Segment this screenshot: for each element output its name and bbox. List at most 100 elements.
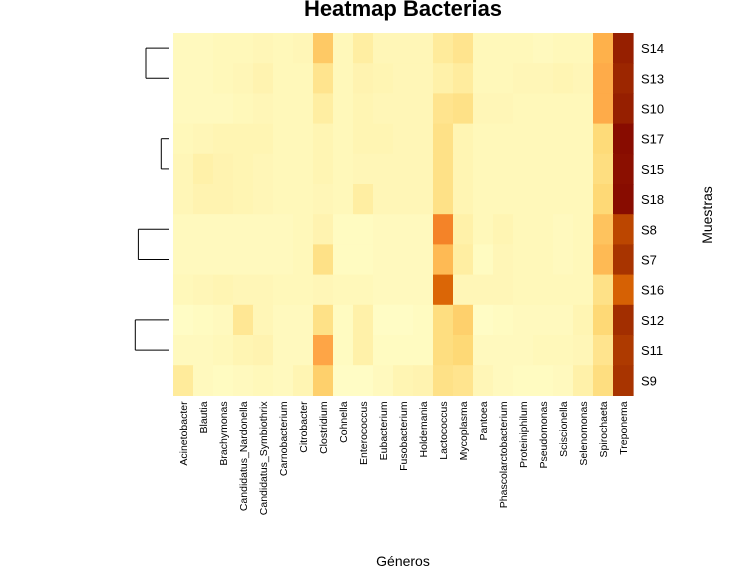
heatmap-cell-S17-Lactococcus bbox=[433, 123, 454, 155]
heatmap-cell-S11-Pseudomonas bbox=[533, 335, 554, 366]
heatmap-cell-S14-Pantoea bbox=[473, 33, 494, 64]
heatmap-cell-S8-Holdemania bbox=[413, 214, 434, 245]
heatmap-cell-S14-Cohnella bbox=[333, 33, 354, 64]
heatmap-cell-S8-Blautia bbox=[193, 214, 214, 245]
heatmap-cell-S8-Mycoplasma bbox=[453, 214, 474, 245]
heatmap-cell-S15-Mycoplasma bbox=[453, 153, 474, 185]
heatmap-cell-S16-Treponema bbox=[613, 274, 634, 306]
heatmap-cell-S17-Citrobacter bbox=[293, 123, 314, 155]
heatmap-cell-S9-Eubacterium bbox=[373, 365, 394, 396]
row-dendrogram bbox=[134, 47, 169, 351]
column-label-Candidatus_Nardonella: Candidatus_Nardonella bbox=[238, 401, 250, 511]
heatmap-cell-S7-Pantoea bbox=[473, 244, 494, 276]
heatmap-cell-S13-Enterococcus bbox=[353, 63, 374, 94]
heatmap-cell-S17-Spirochaeta bbox=[593, 123, 614, 155]
heatmap-cell-S7-Carnobacterium bbox=[273, 244, 294, 276]
heatmap-cell-S16-Clostridium bbox=[313, 274, 334, 306]
heatmap-cell-S7-Selenomonas bbox=[573, 244, 594, 276]
heatmap-cell-S18-Blautia bbox=[193, 184, 214, 215]
heatmap-cell-S7-Brachymonas bbox=[213, 244, 234, 276]
heatmap-cell-S11-Acinetobacter bbox=[173, 335, 194, 366]
heatmap-cell-S7-Holdemania bbox=[413, 244, 434, 276]
heatmap-cell-S15-Pseudomonas bbox=[533, 153, 554, 185]
heatmap-cell-S11-Fusobacterium bbox=[393, 335, 414, 366]
heatmap-cell-S9-Mycoplasma bbox=[453, 365, 474, 396]
heatmap-cell-S12-Spirochaeta bbox=[593, 304, 614, 336]
heatmap-cell-S12-Selenomonas bbox=[573, 304, 594, 336]
heatmap-cell-S17-Cohnella bbox=[333, 123, 354, 155]
heatmap-cell-S15-Proteiniphilum bbox=[513, 153, 534, 185]
column-label-Enterococcus: Enterococcus bbox=[358, 401, 370, 465]
heatmap-cell-S13-Lactococcus bbox=[433, 63, 454, 94]
heatmap-cell-S9-Lactococcus bbox=[433, 365, 454, 396]
heatmap-cell-S11-Mycoplasma bbox=[453, 335, 474, 366]
heatmap-cell-S9-Brachymonas bbox=[213, 365, 234, 396]
heatmap-cell-S8-Pseudomonas bbox=[533, 214, 554, 245]
heatmap-cell-S13-Acinetobacter bbox=[173, 63, 194, 94]
row-label-S9: S9 bbox=[641, 373, 657, 388]
heatmap-cell-S12-Cohnella bbox=[333, 304, 354, 336]
heatmap-cell-S18-Lactococcus bbox=[433, 184, 454, 215]
row-label-S7: S7 bbox=[641, 253, 657, 268]
heatmap-cell-S9-Pseudomonas bbox=[533, 365, 554, 396]
heatmap-cell-S10-Enterococcus bbox=[353, 93, 374, 125]
heatmap-cell-S16-Citrobacter bbox=[293, 274, 314, 306]
heatmap-cell-S16-Candidatus_Symbiothrix bbox=[253, 274, 274, 306]
heatmap-cell-S7-Fusobacterium bbox=[393, 244, 414, 276]
heatmap-cell-S10-Sciscionella bbox=[553, 93, 574, 125]
heatmap-cell-S9-Treponema bbox=[613, 365, 634, 396]
heatmap-cell-S18-Citrobacter bbox=[293, 184, 314, 215]
heatmap-cell-S11-Brachymonas bbox=[213, 335, 234, 366]
heatmap-cell-S18-Phascolarctobacterium bbox=[493, 184, 514, 215]
row-label-S10: S10 bbox=[641, 102, 664, 117]
heatmap-cell-S18-Sciscionella bbox=[553, 184, 574, 215]
y-axis-title: Muestras bbox=[699, 186, 715, 244]
column-label-Selenomonas: Selenomonas bbox=[578, 401, 590, 465]
heatmap-cell-S16-Proteiniphilum bbox=[513, 274, 534, 306]
column-label-Clostridium: Clostridium bbox=[318, 401, 330, 454]
heatmap-cell-S13-Eubacterium bbox=[373, 63, 394, 94]
heatmap-cell-S14-Holdemania bbox=[413, 33, 434, 64]
heatmap-cell-S10-Mycoplasma bbox=[453, 93, 474, 125]
heatmap-cell-S10-Brachymonas bbox=[213, 93, 234, 125]
row-labels: S14 S13 S10 S17 S15 S18 S8 S7 S16 S12 S11 S9 bbox=[641, 41, 664, 388]
heatmap-cell-S18-Mycoplasma bbox=[453, 184, 474, 215]
heatmap-cell-S8-Proteiniphilum bbox=[513, 214, 534, 245]
heatmap-cell-S16-Blautia bbox=[193, 274, 214, 306]
heatmap-cell-S9-Enterococcus bbox=[353, 365, 374, 396]
heatmap-cell-S10-Candidatus_Symbiothrix bbox=[253, 93, 274, 125]
heatmap-cell-S17-Selenomonas bbox=[573, 123, 594, 155]
heatmap-cell-S14-Phascolarctobacterium bbox=[493, 33, 514, 64]
column-label-Fusobacterium: Fusobacterium bbox=[398, 401, 410, 471]
heatmap-cell-S9-Acinetobacter bbox=[173, 365, 194, 396]
heatmap-cell-S8-Clostridium bbox=[313, 214, 334, 245]
heatmap-cell-S7-Citrobacter bbox=[293, 244, 314, 276]
heatmap-cell-S16-Acinetobacter bbox=[173, 274, 194, 306]
heatmap-cell-S16-Lactococcus bbox=[433, 274, 454, 306]
heatmap-cell-S8-Enterococcus bbox=[353, 214, 374, 245]
heatmap-cell-S18-Selenomonas bbox=[573, 184, 594, 215]
heatmap-cell-S9-Cohnella bbox=[333, 365, 354, 396]
heatmap-cell-S7-Treponema bbox=[613, 244, 634, 276]
heatmap-cell-S9-Carnobacterium bbox=[273, 365, 294, 396]
heatmap-cell-S18-Acinetobacter bbox=[173, 184, 194, 215]
heatmap-cell-S8-Cohnella bbox=[333, 214, 354, 245]
heatmap-cell-S14-Candidatus_Nardonella bbox=[233, 33, 254, 64]
heatmap-cell-S10-Treponema bbox=[613, 93, 634, 125]
heatmap-cell-S10-Eubacterium bbox=[373, 93, 394, 125]
heatmap-cell-S17-Acinetobacter bbox=[173, 123, 194, 155]
heatmap-cell-S16-Mycoplasma bbox=[453, 274, 474, 306]
row-label-S16: S16 bbox=[641, 283, 664, 298]
heatmap-cell-S12-Citrobacter bbox=[293, 304, 314, 336]
heatmap-cell-S18-Brachymonas bbox=[213, 184, 234, 215]
heatmap-cell-S14-Pseudomonas bbox=[533, 33, 554, 64]
heatmap-cell-S8-Fusobacterium bbox=[393, 214, 414, 245]
heatmap-cell-S9-Selenomonas bbox=[573, 365, 594, 396]
heatmap-cell-S13-Carnobacterium bbox=[273, 63, 294, 94]
column-label-Lactococcus: Lactococcus bbox=[438, 401, 450, 459]
heatmap-cell-S18-Candidatus_Symbiothrix bbox=[253, 184, 274, 215]
heatmap-cell-S12-Holdemania bbox=[413, 304, 434, 336]
heatmap-cell-S12-Proteiniphilum bbox=[513, 304, 534, 336]
heatmap-cell-S13-Mycoplasma bbox=[453, 63, 474, 94]
heatmap-cell-S15-Spirochaeta bbox=[593, 153, 614, 185]
